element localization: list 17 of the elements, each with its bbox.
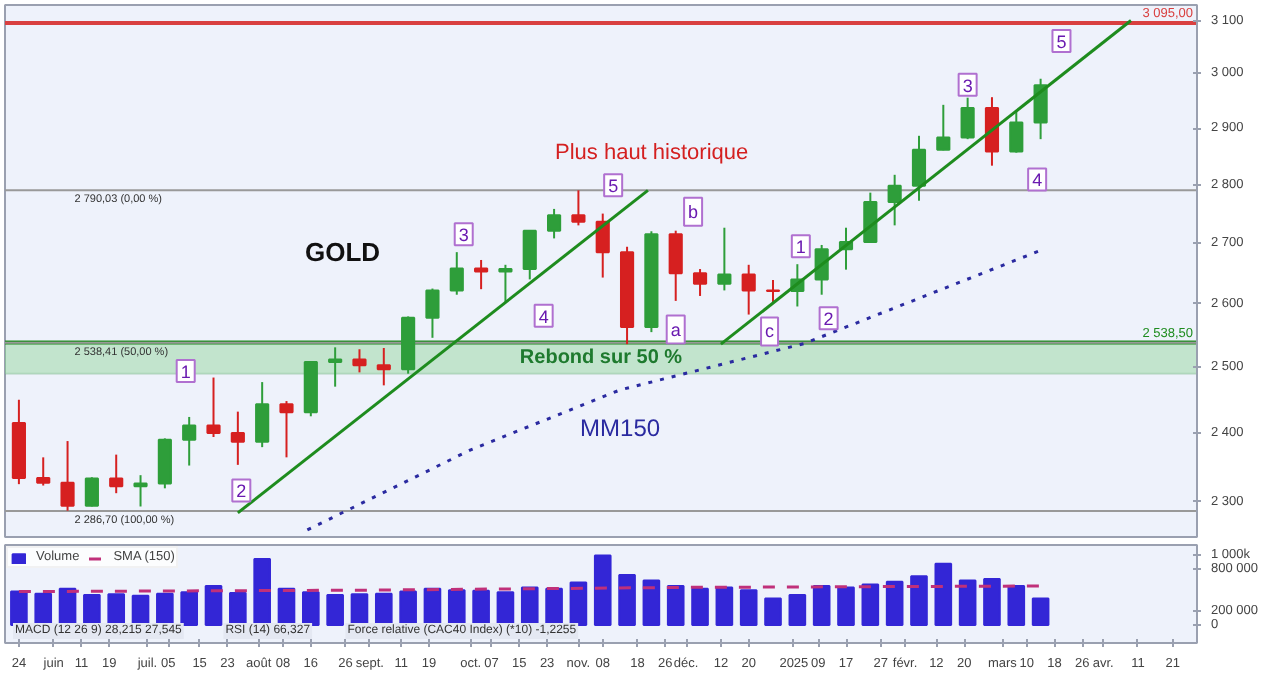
band-label: Rebond sur 50 % [519,347,683,370]
series-label: MM150 [580,413,661,442]
annotation: 1 [180,362,191,383]
annotation: 5 [608,176,619,197]
annotation: a [670,319,681,340]
text: GOLD [305,237,381,267]
annotation: c [765,321,776,342]
annotation: 2 [823,309,834,330]
annotation: 5 [1056,31,1067,52]
annotation: 1 [795,237,806,258]
annotation: 4 [538,306,549,327]
annotation: Plus haut historique [555,141,749,165]
annotation: 2 [236,481,247,502]
annotation: 3 [458,225,469,246]
annotation: 4 [1032,170,1043,191]
annotation: b [688,201,699,222]
annotation: 3 [962,75,973,96]
